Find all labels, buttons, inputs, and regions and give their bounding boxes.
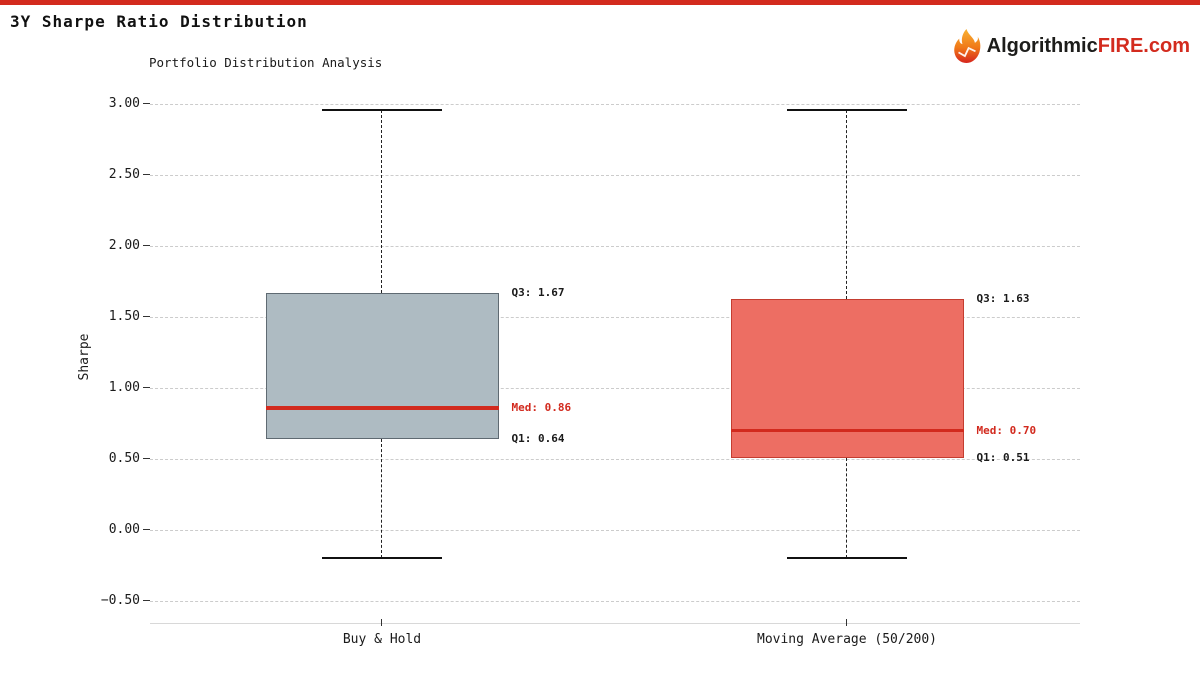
annotation-q3-buy-hold: Q3: 1.67 [511,285,565,299]
top-accent-bar [0,0,1200,5]
y-tick-label: 0.50 [108,451,140,466]
y-axis-title: Sharpe [77,333,92,381]
annotation-q1-moving-average: Q1: 0.51 [976,450,1030,464]
whisker-lower-moving-average [846,457,848,559]
brand-text: AlgorithmicFIRE.com [987,35,1190,58]
gridline [150,458,1080,460]
brand-text-dark: Algorithmic [986,34,1098,57]
x-tick-label-moving-average: Moving Average (50/200) [756,632,938,647]
y-tick-mark [143,529,150,531]
gridline [150,316,1080,318]
chart-title: Portfolio Distribution Analysis [149,55,383,70]
x-tick-label-buy-hold: Buy & Hold [342,632,422,647]
annotation-med-moving-average: Med: 0.70 [976,423,1037,437]
box-moving-average [730,298,964,458]
whisker-lower-buy-hold [381,439,383,559]
y-tick-mark [143,174,150,176]
brand-text-red: FIRE.com [1097,34,1190,57]
whisker-cap-lower-moving-average [787,557,907,560]
y-tick-label: −0.50 [100,593,140,608]
y-tick-mark [143,458,150,460]
x-axis-line [150,623,1080,624]
whisker-cap-upper-moving-average [787,108,907,111]
y-tick-label: 2.50 [108,167,140,182]
y-tick-label: 2.00 [108,238,140,253]
gridline [150,245,1080,247]
annotation-q1-buy-hold: Q1: 0.64 [511,432,565,446]
y-tick-mark [143,387,150,389]
x-tick-mark-buy-hold [381,619,383,626]
brand-logo[interactable]: AlgorithmicFIRE.com [952,28,1190,64]
flame-icon [953,29,980,63]
whisker-cap-upper-buy-hold [322,108,442,111]
page-title: 3Y Sharpe Ratio Distribution [10,12,308,31]
y-tick-label: 0.00 [108,522,140,537]
whisker-upper-moving-average [846,109,848,299]
annotation-med-buy-hold: Med: 0.86 [511,400,572,414]
y-tick-mark [143,316,150,318]
box-buy-hold [265,292,499,440]
y-tick-mark [143,103,150,105]
y-tick-label: 1.50 [108,309,140,324]
whisker-upper-buy-hold [381,109,383,293]
y-tick-mark [143,600,150,602]
median-line-buy-hold [265,406,499,410]
gridline [150,174,1080,176]
annotation-q3-moving-average: Q3: 1.63 [976,291,1030,305]
y-tick-mark [143,245,150,247]
median-line-moving-average [730,428,964,433]
y-tick-label: 3.00 [108,96,140,111]
whisker-cap-lower-buy-hold [322,557,442,560]
gridline [150,600,1080,602]
gridline [150,387,1080,389]
y-tick-label: 1.00 [108,380,140,395]
gridline [150,103,1080,105]
x-tick-mark-moving-average [846,619,848,626]
gridline [150,529,1080,531]
